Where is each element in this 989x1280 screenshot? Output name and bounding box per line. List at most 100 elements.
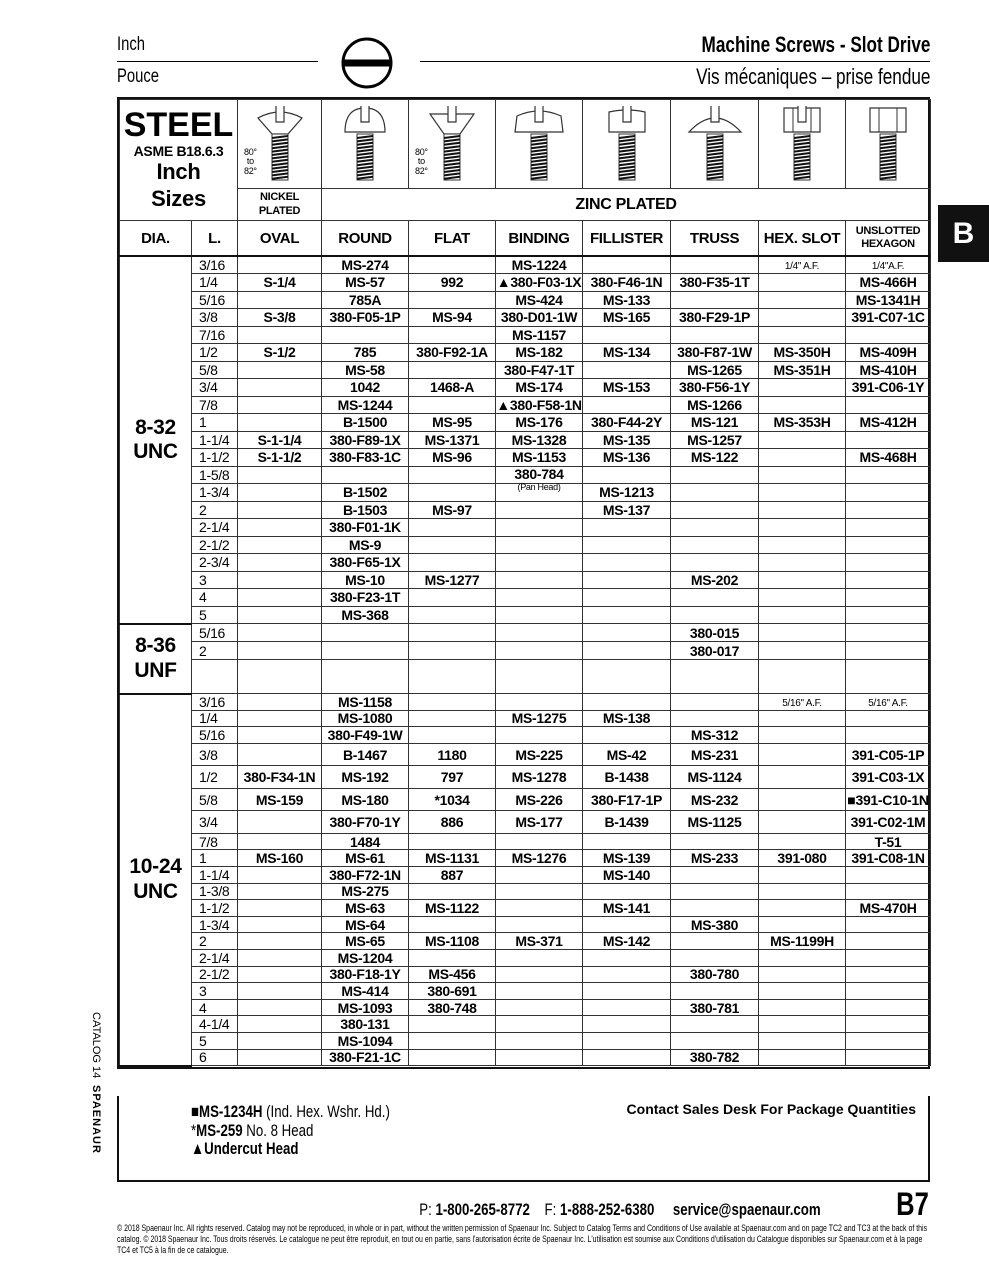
part-number-cell[interactable]: ■391-C10-1N bbox=[845, 787, 932, 812]
part-number-cell[interactable]: MS-456 bbox=[408, 965, 497, 984]
part-number-cell[interactable]: 380-F17-1P bbox=[582, 787, 672, 812]
part-number-cell[interactable]: 1042 bbox=[321, 378, 410, 397]
part-number-cell[interactable]: 887 bbox=[408, 865, 497, 884]
part-number-cell[interactable]: T-51 bbox=[845, 832, 932, 851]
part-number-cell[interactable]: 380-F49-1W bbox=[321, 726, 410, 744]
part-number-cell[interactable]: MS-153 bbox=[582, 378, 672, 397]
part-number-cell[interactable]: 380-D01-1W bbox=[495, 308, 584, 327]
part-number-cell[interactable]: 380-015 bbox=[670, 623, 760, 642]
part-number-cell[interactable]: S-1-1/2 bbox=[237, 448, 323, 467]
part-number-cell[interactable]: 785A bbox=[321, 290, 410, 309]
part-number-cell[interactable]: 797 bbox=[408, 765, 497, 789]
part-number-cell[interactable]: MS-135 bbox=[582, 430, 672, 449]
part-number-cell[interactable]: MS-95 bbox=[408, 413, 497, 432]
part-number-cell[interactable]: MS-10 bbox=[321, 570, 410, 589]
part-number-cell[interactable]: 391-080 bbox=[758, 849, 847, 867]
part-number-cell[interactable]: 380-131 bbox=[321, 1015, 410, 1033]
part-number-cell[interactable]: B-1500 bbox=[321, 413, 410, 432]
part-number-cell[interactable]: 380-F70-1Y bbox=[321, 810, 410, 834]
part-number-cell[interactable]: 380-691 bbox=[408, 982, 497, 1000]
part-number-cell[interactable]: B-1439 bbox=[582, 810, 672, 834]
part-number-cell[interactable]: MS-1277 bbox=[408, 570, 497, 589]
part-number-cell[interactable]: B-1438 bbox=[582, 765, 672, 789]
part-number-cell[interactable]: MS-65 bbox=[321, 932, 410, 950]
part-number-cell[interactable]: MS-275 bbox=[321, 882, 410, 901]
part-number-cell[interactable]: 391-C02-1M bbox=[845, 810, 932, 834]
part-number-cell[interactable]: MS-1265 bbox=[670, 360, 760, 379]
part-number-cell[interactable]: S-1/4 bbox=[237, 273, 323, 292]
part-number-cell[interactable]: MS-165 bbox=[582, 308, 672, 327]
part-number-cell[interactable]: MS-1124 bbox=[670, 765, 760, 789]
part-number-cell[interactable]: 380-780 bbox=[670, 965, 760, 984]
part-number-cell[interactable]: 391-C06-1Y bbox=[845, 378, 932, 397]
part-number-cell[interactable]: MS-137 bbox=[582, 500, 672, 519]
part-number-cell[interactable]: 380-F23-1T bbox=[321, 588, 410, 607]
part-number-cell[interactable]: MS-141 bbox=[582, 899, 672, 917]
part-number-cell[interactable]: 391-C03-1X bbox=[845, 765, 932, 789]
part-number-cell[interactable]: 785 bbox=[321, 343, 410, 362]
part-number-cell[interactable]: MS-1328 bbox=[495, 430, 584, 449]
part-number-cell[interactable]: 992 bbox=[408, 273, 497, 292]
part-number-cell[interactable]: 380-F34-1N bbox=[237, 765, 323, 789]
part-number-cell[interactable]: 380-F72-1N bbox=[321, 865, 410, 884]
part-number-cell[interactable]: 380-F83-1C bbox=[321, 448, 410, 467]
part-number-cell[interactable]: MS-182 bbox=[495, 343, 584, 362]
part-number-cell[interactable]: 380-782 bbox=[670, 1048, 760, 1067]
part-number-cell[interactable]: *1034 bbox=[408, 787, 497, 812]
part-number-cell[interactable]: MS-371 bbox=[495, 932, 584, 950]
part-number-cell[interactable]: MS-1266 bbox=[670, 395, 760, 414]
part-number-cell[interactable]: B-1502 bbox=[321, 483, 410, 502]
part-number-cell[interactable]: B-1467 bbox=[321, 742, 410, 767]
part-number-cell[interactable]: MS-136 bbox=[582, 448, 672, 467]
part-number-cell[interactable]: MS-9 bbox=[321, 535, 410, 554]
part-number-cell[interactable]: ▲380-F03-1X bbox=[495, 273, 584, 292]
part-number-cell[interactable]: 380-F92-1A bbox=[408, 343, 497, 362]
part-number-cell[interactable]: 380-F89-1X bbox=[321, 430, 410, 449]
part-number-cell[interactable]: MS-470H bbox=[845, 899, 932, 917]
part-number-cell[interactable]: MS-42 bbox=[582, 742, 672, 767]
part-number-cell[interactable]: MS-1094 bbox=[321, 1031, 410, 1050]
part-number-cell[interactable]: MS-1199H bbox=[758, 932, 847, 950]
part-number-cell[interactable]: S-1/2 bbox=[237, 343, 323, 362]
part-number-cell[interactable]: MS-61 bbox=[321, 849, 410, 867]
part-number-cell[interactable]: MS-159 bbox=[237, 787, 323, 812]
part-number-cell[interactable]: MS-1125 bbox=[670, 810, 760, 834]
part-number-cell[interactable]: MS-94 bbox=[408, 308, 497, 327]
part-number-cell[interactable]: 380-F44-2Y bbox=[582, 413, 672, 432]
part-number-cell[interactable]: MS-368 bbox=[321, 605, 410, 624]
part-number-cell[interactable]: MS-312 bbox=[670, 726, 760, 744]
part-number-cell[interactable]: 1468-A bbox=[408, 378, 497, 397]
part-number-cell[interactable]: 380-F05-1P bbox=[321, 308, 410, 327]
part-number-cell[interactable]: 1484 bbox=[321, 832, 410, 851]
part-number-cell[interactable]: MS-409H bbox=[845, 343, 932, 362]
part-number-cell[interactable]: MS-466H bbox=[845, 273, 932, 292]
part-number-cell[interactable]: MS-63 bbox=[321, 899, 410, 917]
part-number-cell[interactable]: 380-781 bbox=[670, 998, 760, 1017]
part-number-cell[interactable]: MS-350H bbox=[758, 343, 847, 362]
part-number-cell[interactable]: MS-353H bbox=[758, 413, 847, 432]
part-number-cell[interactable]: 886 bbox=[408, 810, 497, 834]
part-number-cell[interactable]: MS-192 bbox=[321, 765, 410, 789]
part-number-cell[interactable]: MS-138 bbox=[582, 709, 672, 728]
part-number-cell[interactable]: MS-1108 bbox=[408, 932, 497, 950]
part-number-cell[interactable]: MS-1204 bbox=[321, 948, 410, 967]
part-number-cell[interactable]: 380-F56-1Y bbox=[670, 378, 760, 397]
part-number-cell[interactable]: 380-F65-1X bbox=[321, 553, 410, 572]
part-number-cell[interactable]: MS-57 bbox=[321, 273, 410, 292]
part-number-cell[interactable]: B-1503 bbox=[321, 500, 410, 519]
phone-number[interactable]: 1-800-265-8772 bbox=[435, 1200, 531, 1219]
part-number-cell[interactable]: MS-1341H bbox=[845, 290, 932, 309]
part-number-cell[interactable]: MS-1371 bbox=[408, 430, 497, 449]
part-number-cell[interactable]: MS-96 bbox=[408, 448, 497, 467]
part-number-cell[interactable]: MS-380 bbox=[670, 915, 760, 934]
part-number-cell[interactable]: MS-142 bbox=[582, 932, 672, 950]
part-number-cell[interactable]: MS-351H bbox=[758, 360, 847, 379]
part-number-cell[interactable]: MS-412H bbox=[845, 413, 932, 432]
part-number-cell[interactable]: ▲380-F58-1N bbox=[495, 395, 584, 414]
part-number-cell[interactable]: 1180 bbox=[408, 742, 497, 767]
part-number-cell[interactable]: MS-58 bbox=[321, 360, 410, 379]
part-number-cell[interactable]: MS-1213 bbox=[582, 483, 672, 502]
part-number-cell[interactable]: MS-231 bbox=[670, 742, 760, 767]
part-number-cell[interactable]: 380-F35-1T bbox=[670, 273, 760, 292]
part-number-cell[interactable]: 380-F01-1K bbox=[321, 518, 410, 537]
